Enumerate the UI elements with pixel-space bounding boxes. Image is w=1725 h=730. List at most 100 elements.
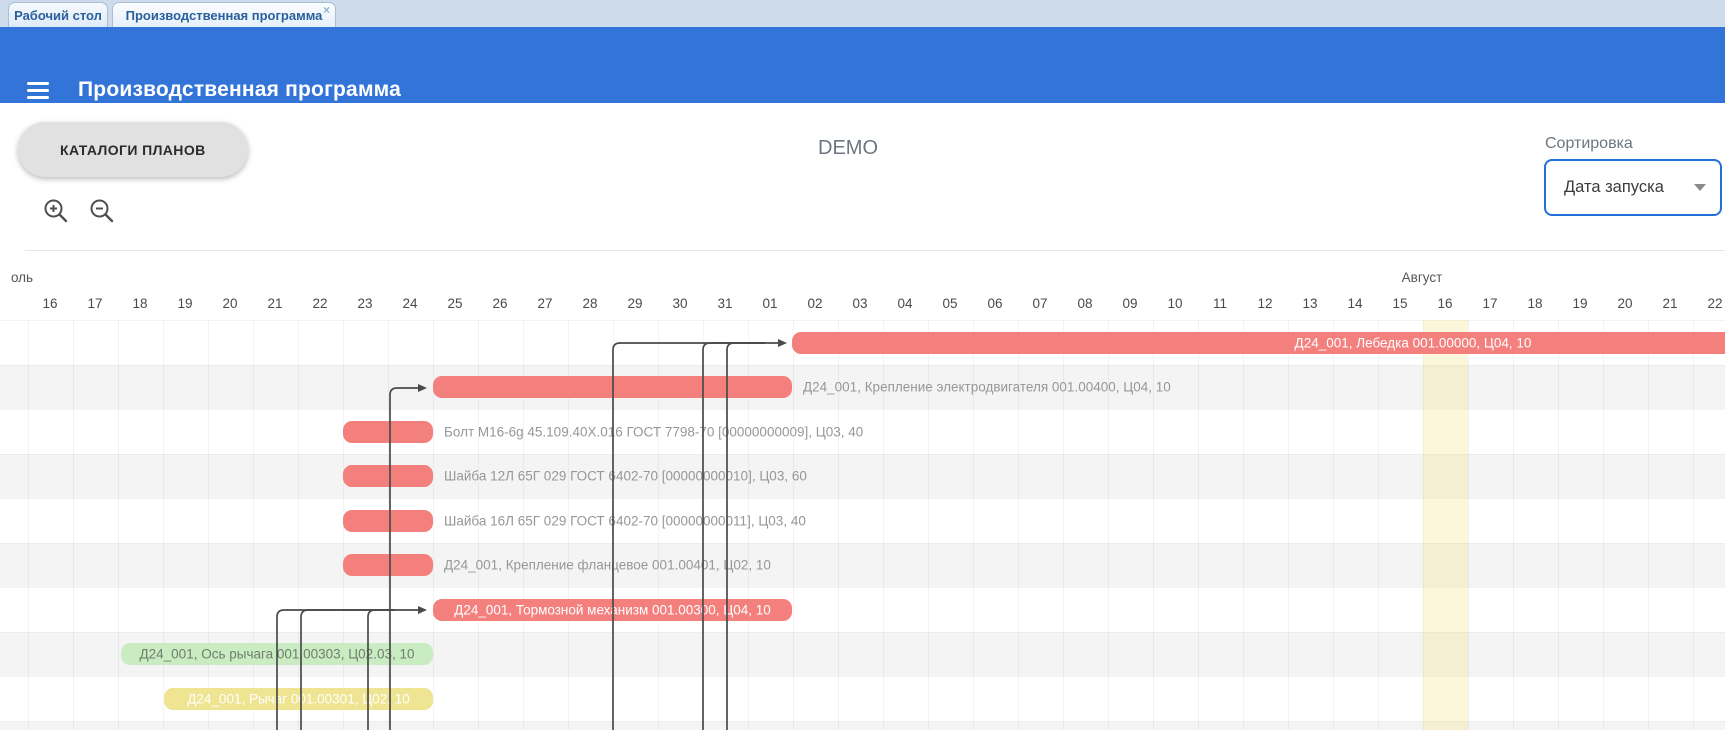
gantt-row [0,542,1725,588]
connector-line [389,384,427,730]
day-label: 17 [1482,296,1498,311]
gridline [927,320,929,730]
gantt-bar[interactable] [343,554,433,577]
day-label: 16 [42,296,58,311]
day-label: 15 [1392,296,1408,311]
gridline [297,320,299,730]
gridline [882,320,884,730]
gantt-bar-label: Шайба 16Л 65Г 029 ГОСТ 6402-70 [00000000… [444,513,806,529]
gantt-bar-label: Болт М16-6g 45.109.40Х.016 ГОСТ 7798-70 … [444,424,864,440]
day-label: 14 [1347,296,1363,311]
day-label: 19 [1572,296,1588,311]
gridline [657,320,659,730]
connector-line [276,606,427,730]
gridline [567,320,569,730]
gridline [252,320,254,730]
day-label: 03 [852,296,868,311]
gridline [1557,320,1559,730]
gantt-row [0,720,1725,730]
gridline [1197,320,1199,730]
day-label: 02 [807,296,823,311]
day-label: 23 [357,296,373,311]
day-label: 30 [672,296,688,311]
plan-catalogs-button[interactable]: КАТАЛОГИ ПЛАНОВ [18,122,248,177]
gantt-row [0,498,1725,544]
day-label: 27 [537,296,553,311]
connector-line [300,609,395,730]
gridline [1107,320,1109,730]
day-label: 26 [492,296,508,311]
plan-name: DEMO [818,137,878,159]
gridline [27,320,29,730]
gridline [162,320,164,730]
gridline [1242,320,1244,730]
gantt-bar[interactable] [343,465,433,488]
day-label: 08 [1077,296,1093,311]
day-label: 21 [1662,296,1678,311]
gantt-bar[interactable] [164,687,433,710]
connector-line [367,609,395,730]
close-icon[interactable]: × [322,3,330,17]
gridline [1062,320,1064,730]
gantt-bar-label: Д24_001, Рычаг 001.00301, Ц02, 10 [187,691,410,707]
day-label: 01 [762,296,778,311]
day-label: 20 [222,296,238,311]
gridline [1467,320,1469,730]
gantt-bar[interactable] [343,420,433,443]
page-title: Производственная программа [78,78,402,101]
gridline [1287,320,1289,730]
gridline [792,320,794,730]
tab-desktop-label: Рабочий стол [14,8,102,23]
tab-desktop[interactable]: Рабочий стол [8,2,108,28]
sort-label: Сортировка [1545,135,1633,152]
sort-select[interactable]: Дата запуска [1544,159,1722,216]
day-label: 20 [1617,296,1633,311]
day-label: 21 [267,296,283,311]
gantt-bar-label: Д24_001, Крепление фланцевое 001.00401, … [444,557,771,573]
hamburger-menu-icon[interactable] [27,82,49,99]
day-label: 07 [1032,296,1048,311]
day-label: 19 [177,296,193,311]
gridline [1332,320,1334,730]
divider [25,250,1725,251]
day-label: 22 [312,296,328,311]
gridline [72,320,74,730]
connector-line [612,339,787,730]
day-label: 04 [897,296,913,311]
gridline [1422,320,1424,730]
zoom-in-icon[interactable] [42,197,70,225]
gridline [1647,320,1649,730]
gridline [522,320,524,730]
day-label: 11 [1212,296,1228,311]
tab-strip: Рабочий стол Производственная программа … [0,0,1725,28]
day-label: 17 [87,296,103,311]
tab-production-program[interactable]: Производственная программа × [112,2,336,28]
day-label: 28 [582,296,598,311]
day-label: 10 [1167,296,1183,311]
gantt-row [0,409,1725,455]
chevron-down-icon [1694,184,1706,191]
gantt-bar[interactable] [792,331,1725,354]
day-label: 31 [717,296,733,311]
day-label: 05 [942,296,958,311]
gridline [747,320,749,730]
gridline [432,320,434,730]
day-label: 24 [402,296,418,311]
day-label: 09 [1122,296,1138,311]
gantt-bar-label: Д24_001, Крепление электродвигателя 001.… [803,379,1171,395]
gridline [1512,320,1514,730]
gantt-row [0,364,1725,410]
month-label-july: оль [10,270,34,285]
day-label: 22 [1707,296,1723,311]
gantt-row [0,453,1725,499]
today-marker-band [1422,320,1468,730]
gridline [972,320,974,730]
gantt-bar[interactable] [343,509,433,532]
connector-line [702,342,765,730]
gridline [1377,320,1379,730]
zoom-out-icon[interactable] [88,197,116,225]
gridline [1692,320,1694,730]
day-label: 13 [1302,296,1318,311]
tab-production-program-label: Производственная программа [125,8,323,23]
gantt-bar-label: Шайба 12Л 65Г 029 ГОСТ 6402-70 [00000000… [444,468,807,484]
